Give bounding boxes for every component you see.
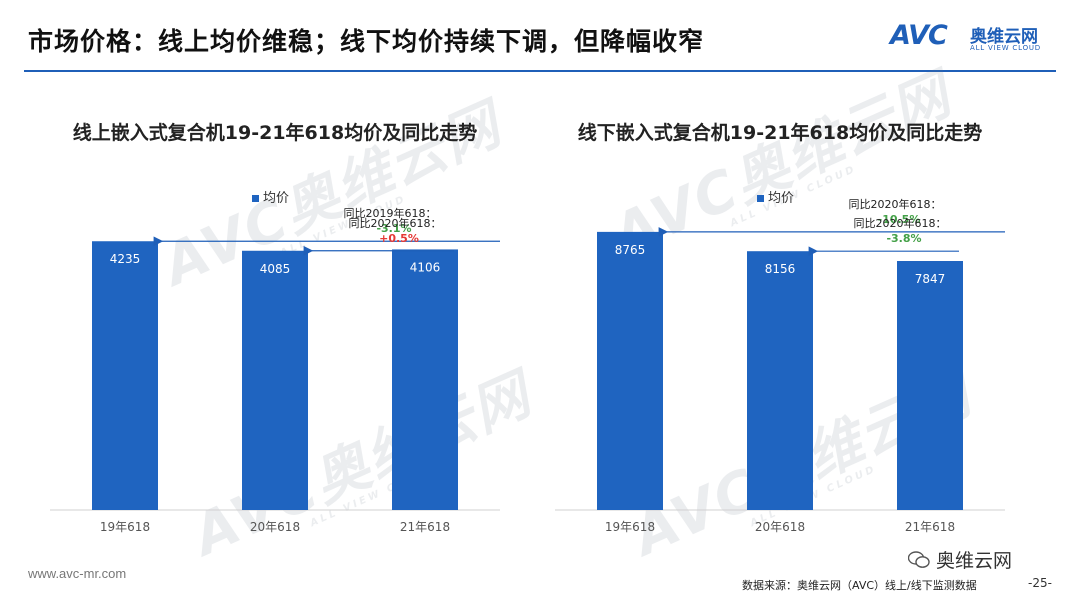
data-label: 4106 — [410, 260, 441, 274]
yoy-value: -3.8% — [886, 232, 921, 245]
x-tick-label: 21年618 — [905, 520, 955, 534]
wechat-badge: 奥维云网 — [907, 546, 1013, 573]
bar — [897, 261, 963, 510]
x-tick-label: 21年618 — [400, 520, 450, 534]
data-label: 8765 — [615, 243, 646, 257]
legend-label: 均价 — [768, 191, 794, 206]
bar — [747, 251, 813, 510]
yoy-label: 同比2019年618： — [344, 206, 437, 220]
bar — [242, 250, 308, 510]
data-label: 8156 — [765, 262, 796, 276]
wechat-label: 奥维云网 — [936, 550, 1013, 572]
bar — [392, 249, 458, 510]
online-chart-svg: 均价 4235 19年618 4085 20年618 4106 21年618 同比2019年6… — [50, 191, 500, 534]
data-label: 4235 — [110, 252, 141, 266]
yoy-label: 同比2020年618： — [349, 216, 442, 230]
footer-url: www.avc-mr.com — [28, 566, 127, 581]
chart-title: 线上嵌入式复合机19-21年618均价及同比走势 — [72, 122, 478, 144]
page-title: 市场价格：线上均价维稳；线下均价持续下调，但降幅收窄 — [28, 27, 705, 56]
footer-source: 数据来源：奥维云网（AVC）线上/线下监测数据 — [742, 579, 977, 592]
offline-price-chart: 线下嵌入式复合机19-21年618均价及同比走势 均价 8765 19年618 815… — [535, 100, 1025, 560]
chart-title: 线下嵌入式复合机19-21年618均价及同比走势 — [577, 122, 983, 144]
page-number: -25- — [1028, 576, 1052, 590]
yoy-label: 同比2020年618： — [849, 197, 942, 211]
yoy-label: 同比2020年618： — [854, 216, 947, 230]
legend-swatch — [757, 195, 764, 202]
x-tick-label: 20年618 — [250, 520, 300, 534]
yoy-value: -3.1% — [376, 222, 411, 235]
legend-swatch — [252, 195, 259, 202]
bar — [597, 231, 663, 510]
legend-label: 均价 — [263, 191, 289, 206]
logo-cn: 奥维云网 — [970, 27, 1038, 47]
logo-en: ALL VIEW CLOUD — [970, 44, 1041, 52]
wechat-icon — [907, 550, 930, 569]
x-tick-label: 19年618 — [100, 520, 150, 534]
bar — [92, 241, 158, 510]
data-label: 7847 — [915, 272, 946, 286]
title-divider — [24, 70, 1056, 72]
online-price-chart: 线上嵌入式复合机19-21年618均价及同比走势 均价 4235 19年618 408… — [30, 100, 520, 560]
avc-logo: AVC 奥维云网 ALL VIEW CLOUD — [890, 18, 1060, 58]
logo-mark: AVC — [890, 20, 948, 51]
yoy-value: -10.5% — [878, 213, 921, 226]
data-label: 4085 — [260, 262, 291, 276]
offline-chart-svg: 均价 8765 19年618 8156 20年618 7847 21年618 同比2020年6… — [555, 191, 1005, 534]
x-tick-label: 20年618 — [755, 520, 805, 534]
x-tick-label: 19年618 — [605, 520, 655, 534]
yoy-value: +0.5% — [379, 232, 419, 245]
